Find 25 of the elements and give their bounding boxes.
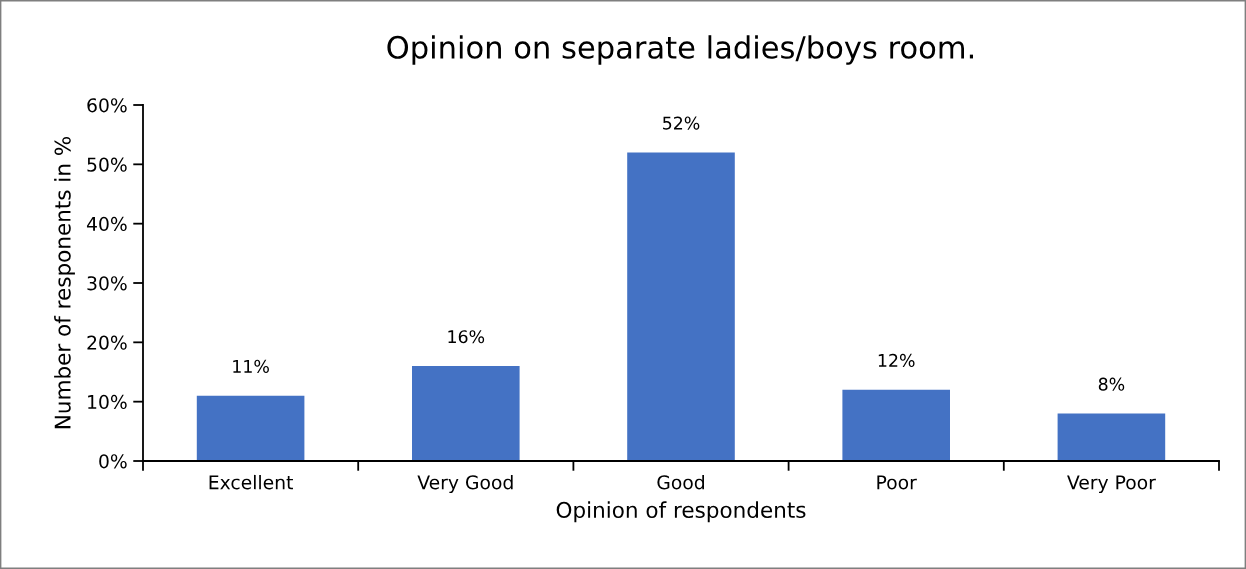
chart-title: Opinion on separate ladies/boys room. (387, 35, 974, 65)
data-label: 16% (448, 330, 485, 344)
x-tick-label: Good (657, 474, 704, 490)
bar (412, 366, 520, 461)
bar (196, 395, 305, 461)
x-tick-label: Poor (877, 475, 917, 490)
y-tick-label: 40% (86, 216, 127, 232)
x-tick-label: Excellent (209, 474, 293, 490)
data-label: 52% (663, 116, 700, 130)
bar (842, 389, 950, 461)
x-tick-label: Very Good (417, 474, 513, 494)
y-tick-label: 60% (87, 98, 127, 113)
y-tick-label: 10% (88, 394, 127, 410)
data-label: 11% (233, 359, 269, 373)
y-tick-label: 0% (99, 454, 127, 469)
data-label: 8% (1098, 377, 1125, 391)
data-label: 12% (878, 353, 915, 367)
x-tick-label: Very Poor (1067, 475, 1156, 494)
y-tick-label: 30% (87, 276, 127, 291)
bar (627, 152, 735, 461)
y-axis-title: Number of responents in % (54, 136, 75, 429)
y-tick-label: 50% (87, 157, 127, 172)
y-tick-label: 20% (87, 335, 127, 350)
x-axis-title: Opinion of respondents (556, 501, 806, 523)
bar (1057, 413, 1166, 461)
